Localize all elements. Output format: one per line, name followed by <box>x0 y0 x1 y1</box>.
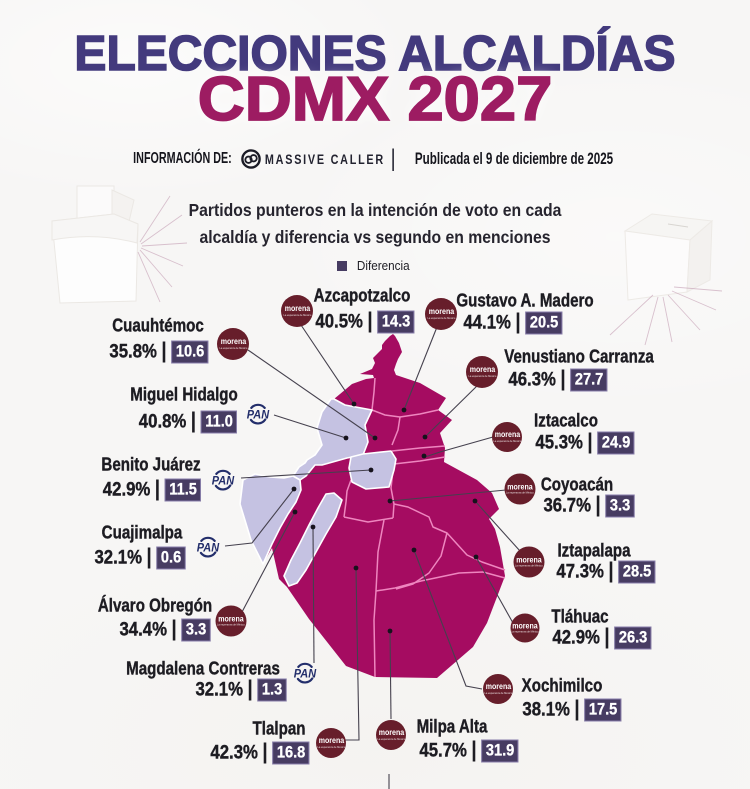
svg-text:PAN: PAN <box>197 542 220 554</box>
svg-text:PAN: PAN <box>294 668 317 680</box>
svg-text:PAN: PAN <box>247 409 270 421</box>
svg-text:PAN: PAN <box>212 475 235 487</box>
